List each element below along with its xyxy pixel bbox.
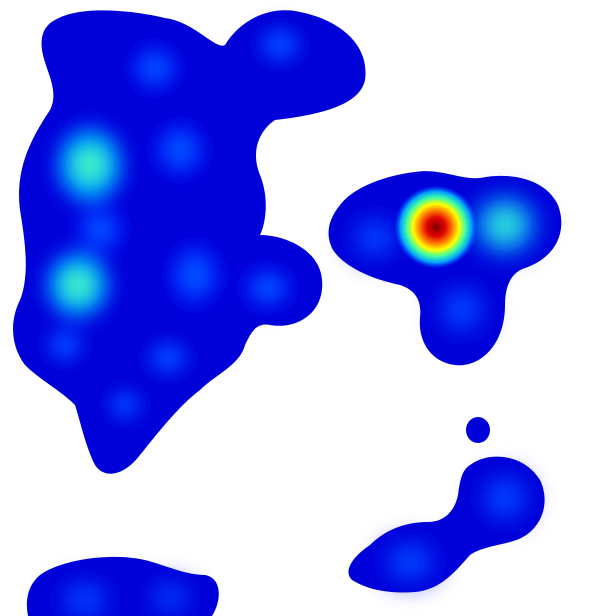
bottom-left-cluster [26, 556, 219, 616]
lower-right-cluster [348, 456, 545, 593]
peak-hotspot [394, 185, 478, 269]
three-lobe-cluster-right [328, 171, 562, 366]
small-dot-cluster [466, 417, 490, 443]
large-cluster-left [13, 10, 366, 474]
